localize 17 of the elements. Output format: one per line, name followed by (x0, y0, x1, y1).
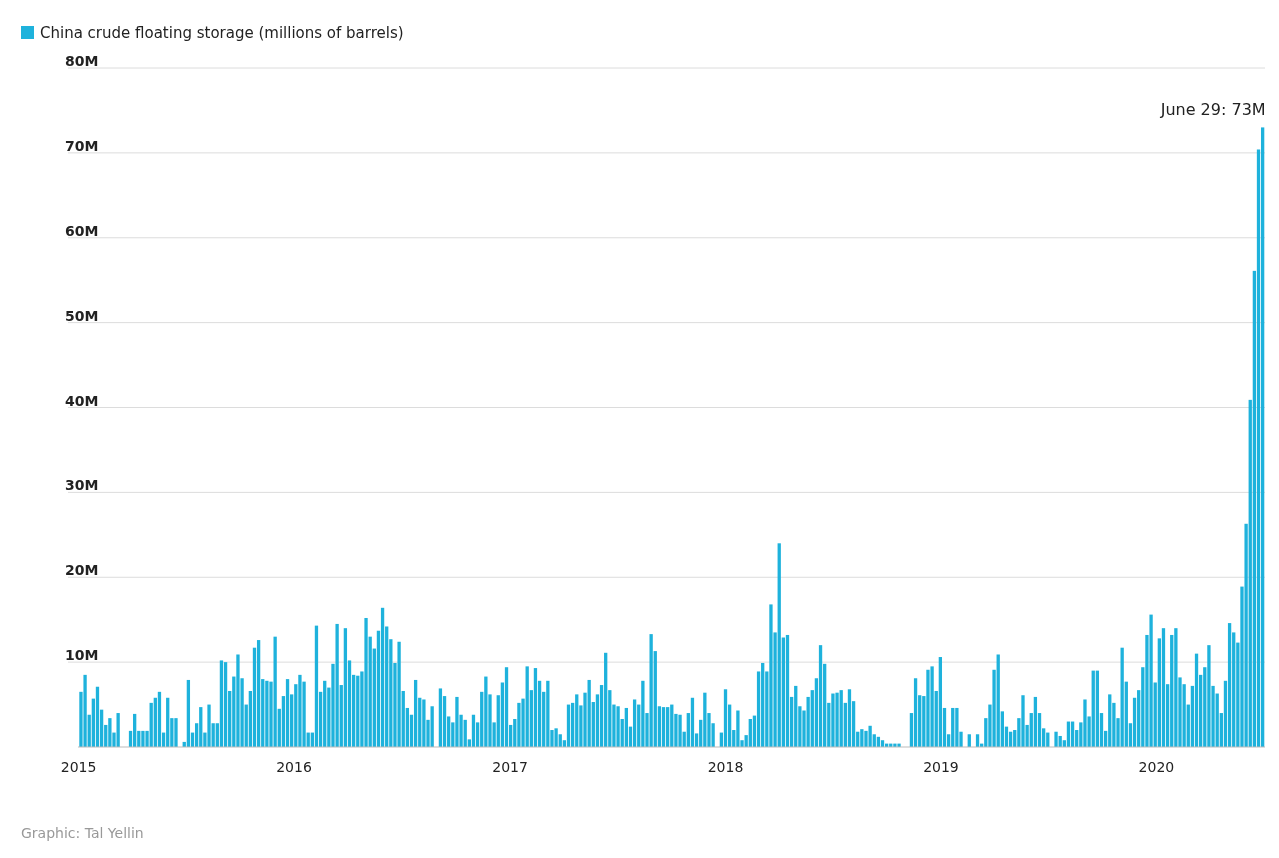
y-tick-label: 40M (65, 392, 99, 409)
y-tick-label: 30M (65, 477, 99, 494)
x-tick-label: 2017 (492, 759, 528, 775)
y-tick-label: 60M (65, 222, 99, 239)
annotation: June 29: 73M (1159, 100, 1266, 120)
text: Graphic: Tal Yellin (21, 825, 144, 841)
y-tick-label: 50M (65, 307, 99, 324)
x-tick-label: 2018 (707, 759, 744, 775)
y-tick-label: 20M (65, 562, 99, 579)
legend-label: China crude floating storage (millions of barrels) (40, 24, 404, 42)
y-tick-label: 80M (65, 53, 99, 69)
y-tick-label: 70M (65, 137, 99, 154)
x-tick-label: 2016 (276, 759, 312, 775)
x-tick-label: 2015 (60, 759, 97, 775)
x-tick-label: 2019 (923, 759, 959, 775)
y-tick-label: 10M (65, 647, 99, 664)
x-tick-label: 2020 (1138, 759, 1175, 775)
